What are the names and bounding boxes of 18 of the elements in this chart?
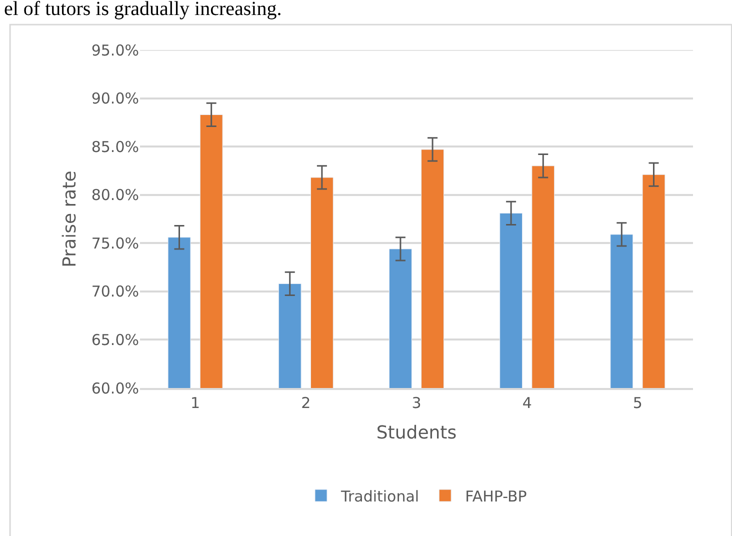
text: el of tutors is gradually increasing. — [4, 0, 282, 20]
y-tick-label: 65.0% — [91, 330, 139, 349]
x-tick-label: 4 — [522, 394, 532, 412]
y-tick-label: 70.0% — [91, 282, 139, 301]
y-axis-title: Praise rate — [60, 170, 81, 268]
legend-label: Traditional — [340, 487, 420, 506]
y-tick-label: 60.0% — [91, 379, 139, 398]
y-tick-label: 85.0% — [91, 138, 139, 156]
x-tick-label: 5 — [632, 394, 642, 412]
x-tick-label: 2 — [301, 394, 311, 412]
y-tick-label: 95.0% — [91, 41, 139, 60]
y-tick-label: 90.0% — [91, 90, 139, 108]
x-tick-label: 1 — [190, 394, 200, 412]
y-tick-label: 80.0% — [91, 186, 139, 204]
y-tick-label: 75.0% — [91, 234, 139, 252]
x-tick-label: 3 — [412, 394, 422, 412]
x-axis-title: Students — [376, 422, 457, 444]
legend-label: FAHP-BP — [465, 487, 527, 506]
